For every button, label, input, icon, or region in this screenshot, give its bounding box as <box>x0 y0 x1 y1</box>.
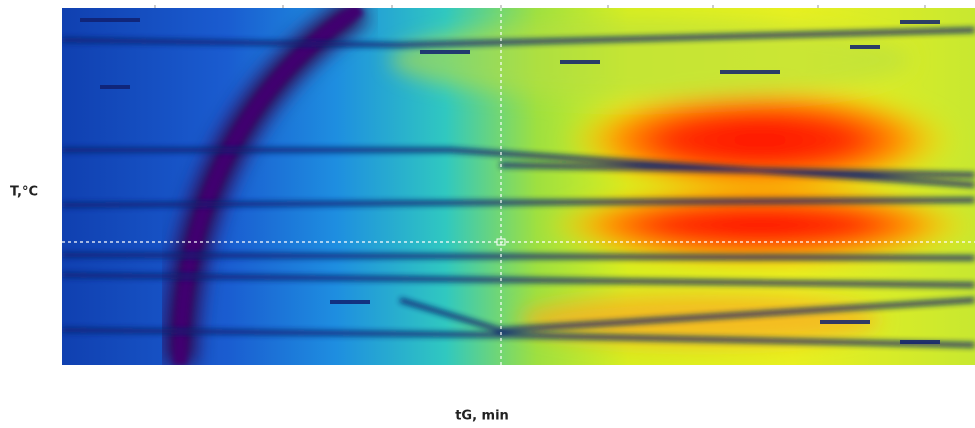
y-axis-label: T,°C <box>10 185 38 200</box>
chart: T,°C tG, min <box>0 0 975 428</box>
x-axis-label: tG, min <box>455 409 509 424</box>
heatmap <box>62 8 975 365</box>
top-ticks <box>155 5 925 8</box>
